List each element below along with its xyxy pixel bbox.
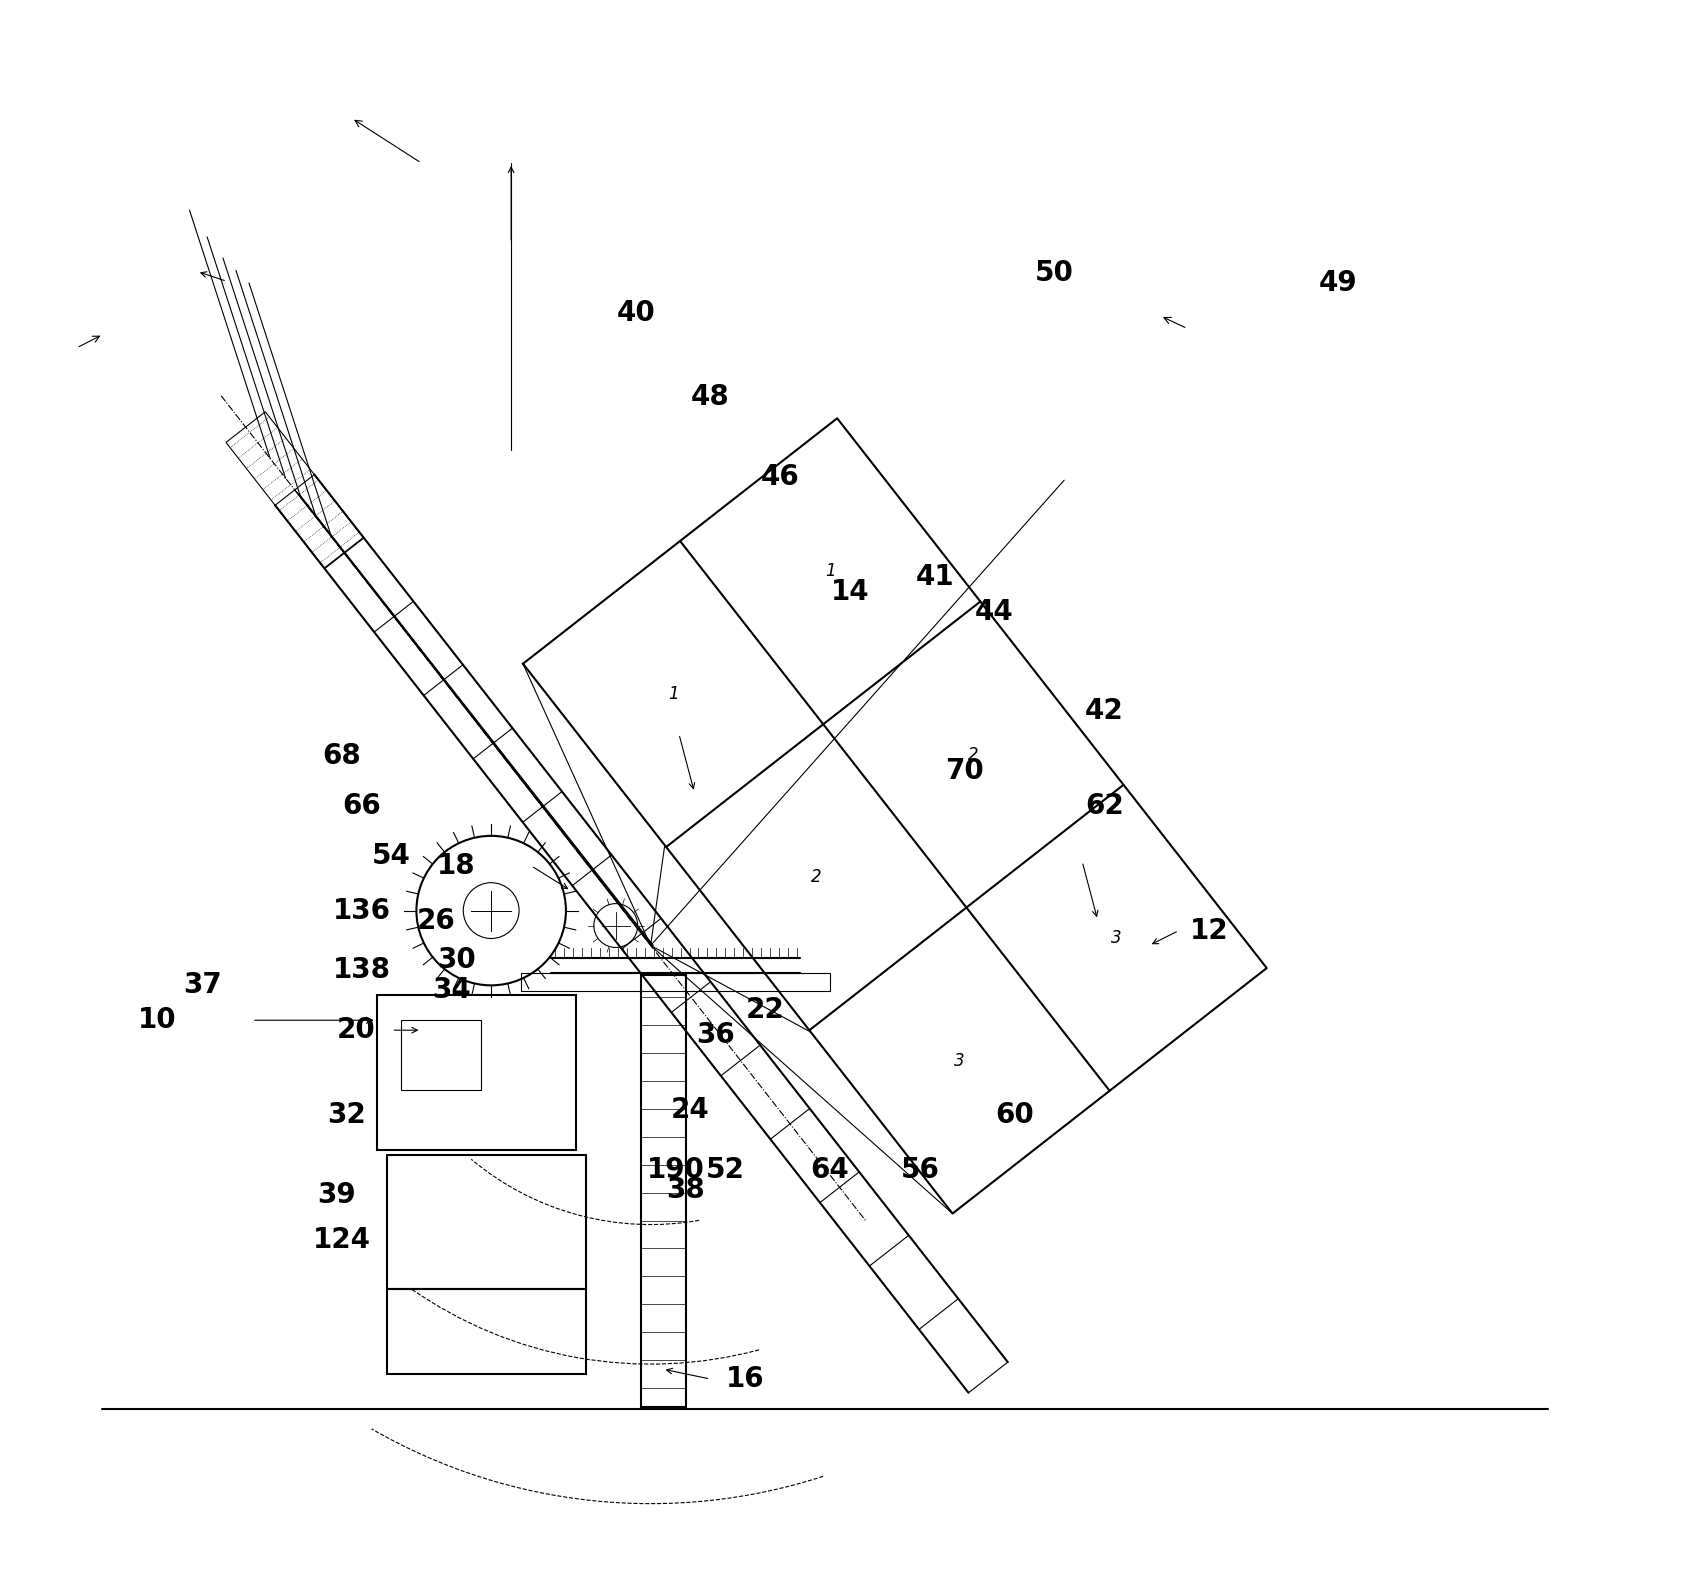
Text: 3: 3	[1111, 929, 1121, 946]
Text: 44: 44	[975, 597, 1014, 626]
Text: 62: 62	[1085, 792, 1123, 821]
Text: 2: 2	[811, 868, 821, 887]
Text: 64: 64	[811, 1155, 850, 1184]
Bar	[377, 995, 577, 1149]
Text: 18: 18	[438, 852, 475, 880]
Text: 20: 20	[338, 1016, 377, 1044]
Bar	[387, 1289, 585, 1374]
Text: 138: 138	[332, 956, 390, 984]
Text: 32: 32	[327, 1100, 366, 1129]
Text: 49: 49	[1319, 269, 1358, 297]
Text: 37: 37	[183, 971, 222, 1000]
Bar	[402, 1020, 482, 1089]
Text: 42: 42	[1085, 698, 1123, 725]
Text: 41: 41	[916, 563, 955, 591]
Text: 3: 3	[955, 1052, 965, 1069]
Text: 36: 36	[695, 1022, 734, 1049]
Text: 50: 50	[1035, 259, 1074, 286]
Text: 34: 34	[432, 976, 471, 1005]
Text: 60: 60	[996, 1100, 1035, 1129]
Text: 14: 14	[831, 577, 870, 605]
Text: 136: 136	[332, 896, 390, 924]
Text: 48: 48	[690, 384, 729, 412]
Text: 39: 39	[317, 1181, 356, 1209]
Text: 40: 40	[616, 299, 655, 327]
Text: 1: 1	[824, 563, 836, 580]
Bar	[641, 975, 685, 1407]
Text: 66: 66	[343, 792, 382, 821]
Bar	[521, 973, 829, 992]
Text: 22: 22	[746, 997, 785, 1025]
Text: 56: 56	[901, 1155, 940, 1184]
Text: 1: 1	[668, 685, 678, 703]
Text: 16: 16	[726, 1364, 765, 1393]
Text: 24: 24	[672, 1096, 711, 1124]
Text: 2: 2	[968, 745, 979, 764]
Bar	[387, 1155, 585, 1289]
Text: 10: 10	[137, 1006, 176, 1034]
Text: 68: 68	[322, 742, 361, 770]
Text: 190: 190	[646, 1155, 704, 1184]
Text: 30: 30	[438, 946, 475, 975]
Text: 46: 46	[762, 464, 799, 490]
Text: 70: 70	[945, 758, 984, 784]
Text: 52: 52	[706, 1155, 745, 1184]
Text: 12: 12	[1189, 916, 1228, 945]
Text: 38: 38	[667, 1176, 706, 1204]
Text: 54: 54	[371, 841, 410, 869]
Text: 124: 124	[312, 1226, 371, 1253]
Text: 26: 26	[417, 907, 456, 935]
